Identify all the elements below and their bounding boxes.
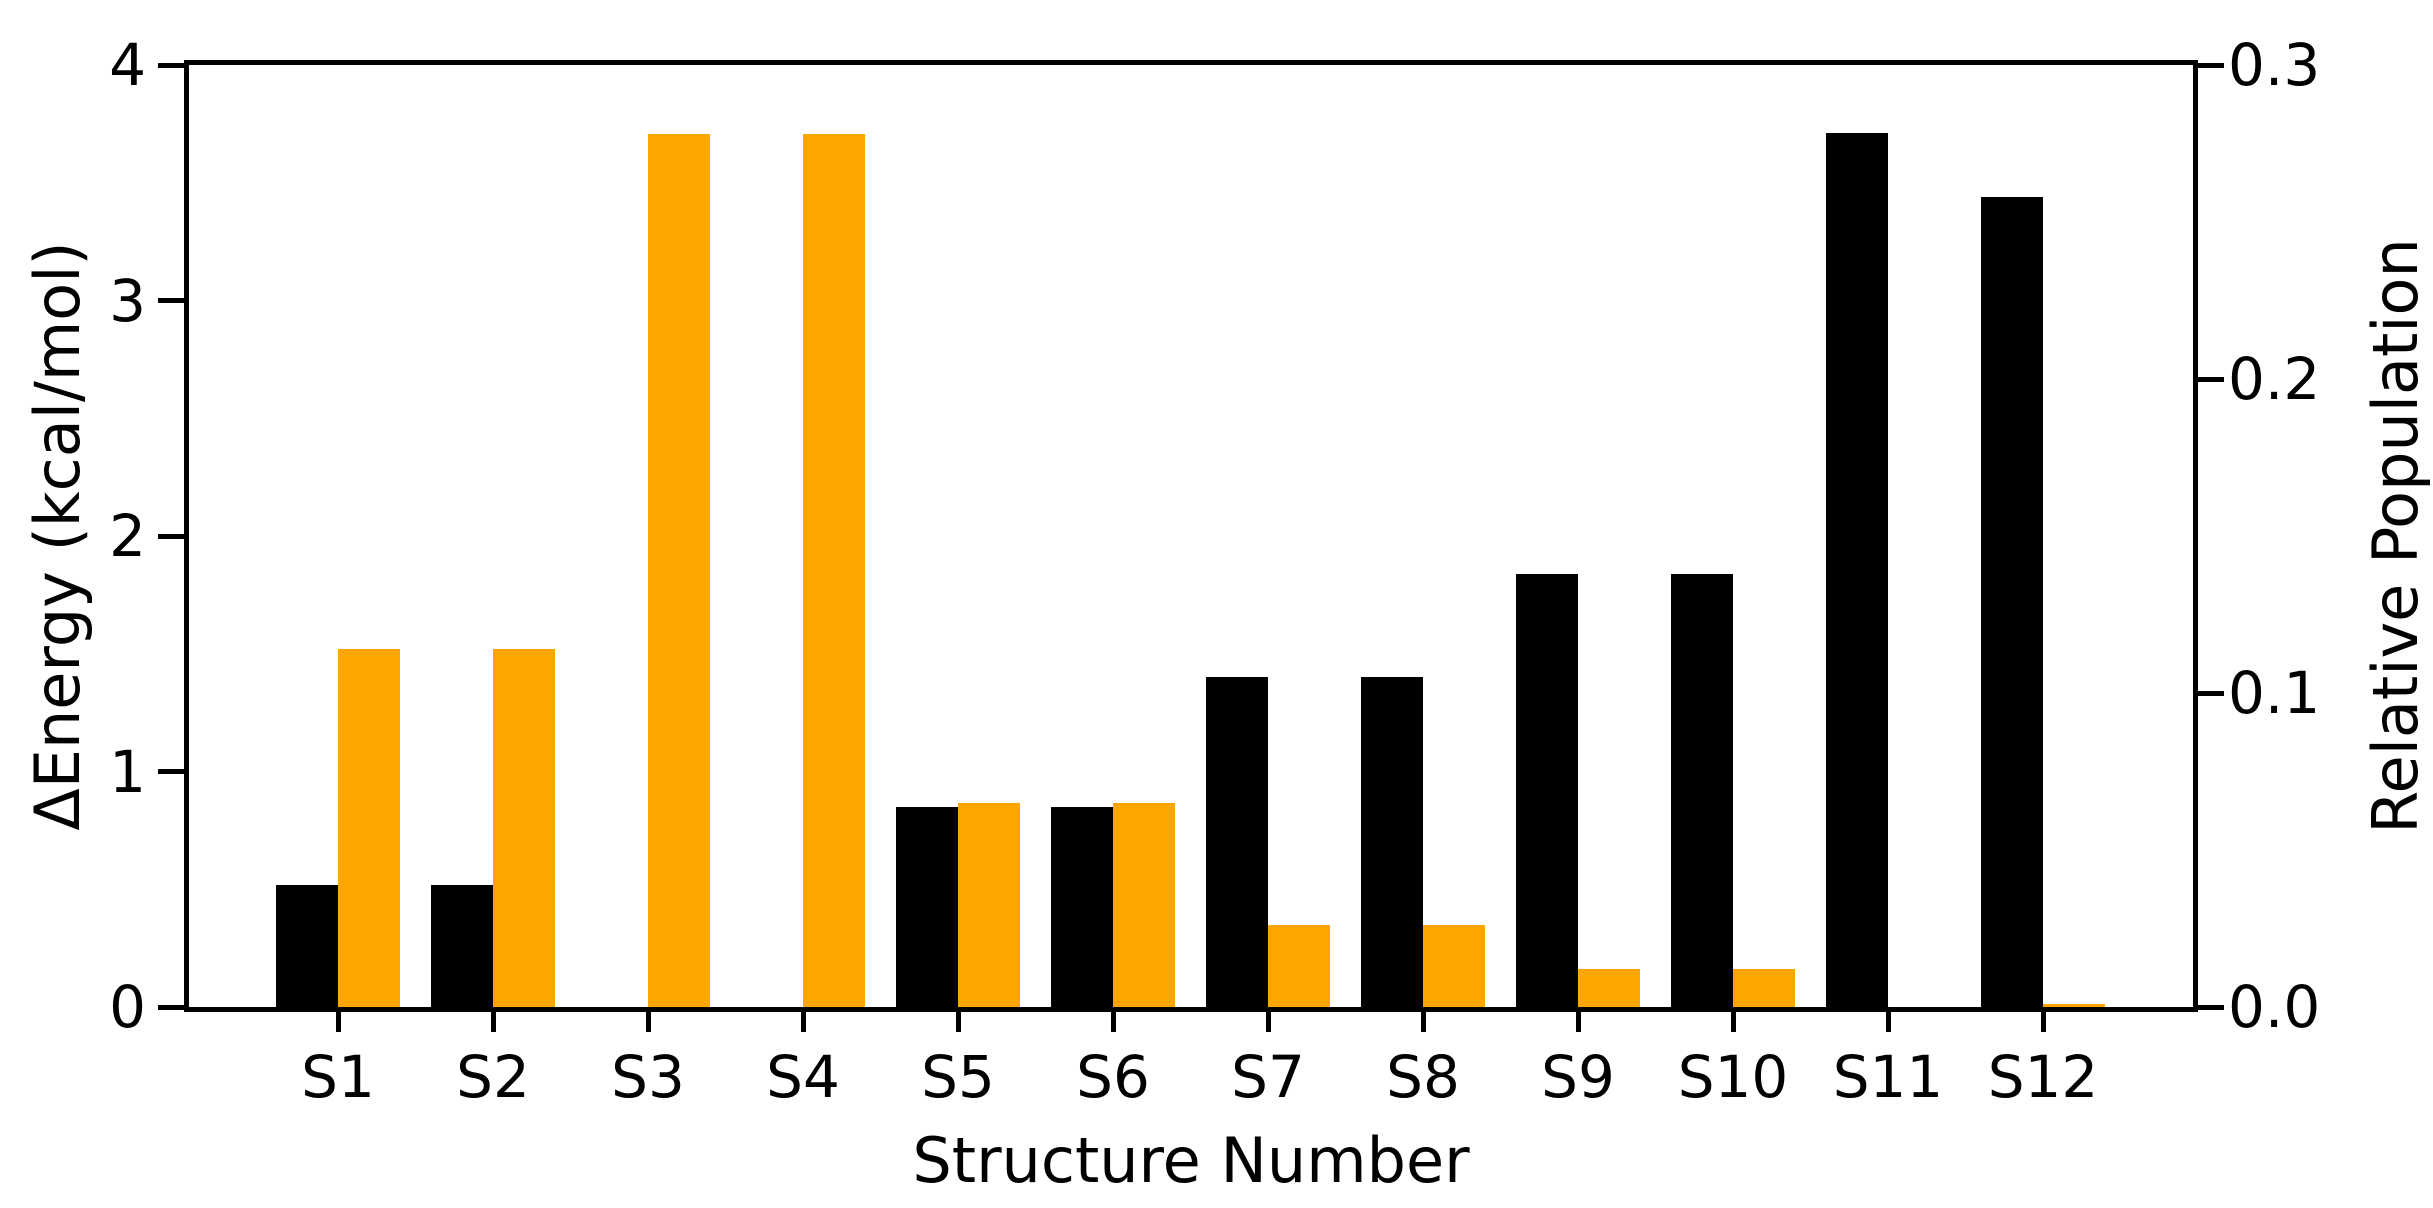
right-y-tick-0p1	[2198, 690, 2224, 696]
x-tick-s3	[645, 1012, 651, 1032]
bar-energy-s7	[1206, 677, 1268, 1007]
x-tick-s12	[2040, 1012, 2046, 1032]
bar-population-s10	[1733, 969, 1795, 1007]
x-tick-s8	[1420, 1012, 1426, 1032]
right-y-axis-title: Relative Population	[2359, 238, 2432, 834]
x-tick-label-s8: S8	[1386, 1043, 1460, 1111]
left-y-tick-label-2: 2	[109, 502, 146, 570]
bar-energy-s10	[1671, 573, 1733, 1007]
x-tick-s4	[800, 1012, 806, 1032]
x-tick-s5	[955, 1012, 961, 1032]
bar-energy-s12	[1981, 196, 2043, 1007]
bar-energy-s9	[1516, 573, 1578, 1007]
x-tick-label-s9: S9	[1541, 1043, 1615, 1111]
left-y-tick-4	[158, 62, 184, 68]
bar-population-s8	[1423, 925, 1485, 1007]
right-y-tick-label-0p3: 0.3	[2228, 31, 2321, 99]
plot-area	[184, 60, 2198, 1012]
x-tick-label-s7: S7	[1231, 1043, 1305, 1111]
x-tick-label-s5: S5	[921, 1043, 995, 1111]
bar-population-s7	[1268, 925, 1330, 1007]
bar-population-s1	[338, 649, 400, 1007]
bar-energy-s11	[1826, 133, 1888, 1007]
x-tick-label-s4: S4	[766, 1043, 840, 1111]
right-y-tick-0p3	[2198, 62, 2224, 68]
bar-population-s6	[1113, 802, 1175, 1007]
right-y-tick-0p2	[2198, 376, 2224, 382]
right-y-tick-0	[2198, 1004, 2224, 1010]
x-tick-s7	[1265, 1012, 1271, 1032]
x-tick-s2	[490, 1012, 496, 1032]
x-tick-s11	[1885, 1012, 1891, 1032]
left-y-tick-label-0: 0	[109, 973, 146, 1041]
left-y-tick-2	[158, 533, 184, 539]
x-tick-s1	[335, 1012, 341, 1032]
x-tick-label-s3: S3	[611, 1043, 685, 1111]
bar-energy-s2	[431, 884, 493, 1007]
bar-energy-s6	[1051, 806, 1113, 1007]
bar-energy-s8	[1361, 677, 1423, 1007]
x-tick-label-s12: S12	[1987, 1043, 2099, 1111]
left-y-tick-1	[158, 769, 184, 774]
bar-population-s9	[1578, 969, 1640, 1007]
bar-population-s3	[648, 134, 710, 1007]
right-y-tick-label-0p2: 0.2	[2228, 345, 2321, 413]
x-tick-s10	[1730, 1012, 1736, 1032]
x-tick-label-s6: S6	[1076, 1043, 1150, 1111]
left-y-tick-0	[158, 1004, 184, 1010]
right-y-tick-label-0p1: 0.1	[2228, 659, 2321, 727]
left-y-tick-label-4: 4	[109, 31, 146, 99]
bar-population-s2	[493, 649, 555, 1007]
x-tick-label-s10: S10	[1677, 1043, 1789, 1111]
x-tick-label-s1: S1	[301, 1043, 375, 1111]
x-tick-s9	[1575, 1012, 1581, 1032]
bar-population-s5	[958, 802, 1020, 1007]
bar-energy-s5	[896, 806, 958, 1007]
left-y-tick-3	[158, 298, 184, 303]
x-tick-label-s11: S11	[1832, 1043, 1944, 1111]
bar-population-s12	[2043, 1003, 2105, 1007]
left-y-tick-label-3: 3	[109, 266, 146, 335]
bar-energy-s1	[276, 884, 338, 1007]
bar-population-s4	[803, 134, 865, 1007]
left-y-tick-label-1: 1	[109, 737, 146, 806]
x-tick-s6	[1110, 1012, 1116, 1032]
x-axis-title: Structure Number	[912, 1124, 1470, 1197]
right-y-tick-label-0: 0.0	[2228, 973, 2321, 1041]
x-tick-label-s2: S2	[456, 1043, 530, 1111]
